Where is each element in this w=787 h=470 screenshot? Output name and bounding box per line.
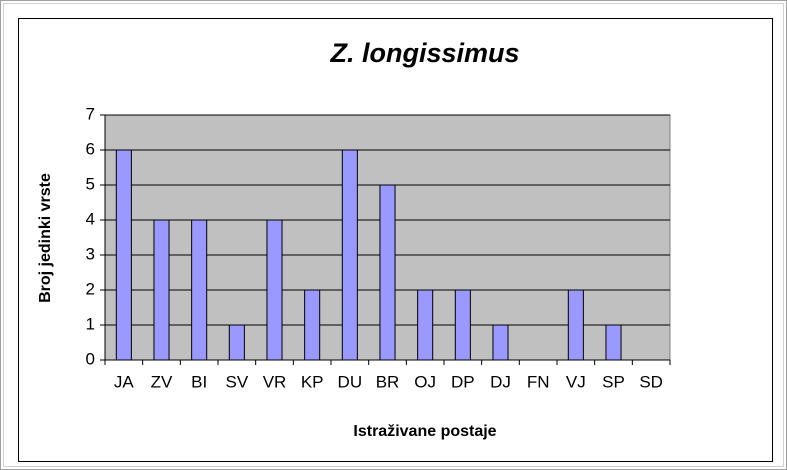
- x-tick-label: SP: [602, 372, 625, 391]
- y-tick-label: 2: [86, 279, 95, 298]
- bar: [492, 324, 509, 361]
- x-tick-label: SD: [639, 372, 663, 391]
- window-frame-inner: [3, 3, 784, 467]
- y-tick-label: 7: [86, 104, 95, 123]
- x-tick-label: SV: [225, 372, 248, 391]
- chart-title: Z. longissimus: [329, 38, 519, 68]
- x-tick-label: JA: [114, 372, 135, 391]
- y-tick-label: 0: [86, 349, 95, 368]
- y-tick-label: 5: [86, 174, 95, 193]
- bar: [191, 219, 208, 361]
- bar: [417, 289, 434, 361]
- bar: [341, 149, 358, 361]
- x-tick-label: BR: [376, 372, 400, 391]
- x-tick-label: ZV: [151, 372, 173, 391]
- bar: [379, 184, 396, 361]
- x-tick-label: DP: [451, 372, 475, 391]
- bar: [304, 289, 321, 361]
- x-tick-label: VJ: [566, 372, 586, 391]
- bar: [567, 289, 584, 361]
- x-tick-label: FN: [527, 372, 550, 391]
- y-tick-label: 6: [86, 139, 95, 158]
- x-tick-label: BI: [191, 372, 207, 391]
- bar: [115, 149, 132, 361]
- bar: [454, 289, 471, 361]
- bar: [605, 324, 622, 361]
- bar: [266, 219, 283, 361]
- x-tick-label: KP: [301, 372, 324, 391]
- x-tick-label: OJ: [414, 372, 436, 391]
- x-tick-label: DU: [338, 372, 363, 391]
- x-axis-label: Istraživane postaje: [353, 423, 496, 440]
- bar: [153, 219, 170, 361]
- y-tick-label: 4: [86, 209, 95, 228]
- bar: [228, 324, 245, 361]
- y-tick-label: 3: [86, 244, 95, 263]
- y-axis-label: Broj jedinki vrste: [37, 173, 54, 303]
- x-tick-label: VR: [263, 372, 287, 391]
- x-tick-label: DJ: [490, 372, 511, 391]
- y-tick-label: 1: [86, 314, 95, 333]
